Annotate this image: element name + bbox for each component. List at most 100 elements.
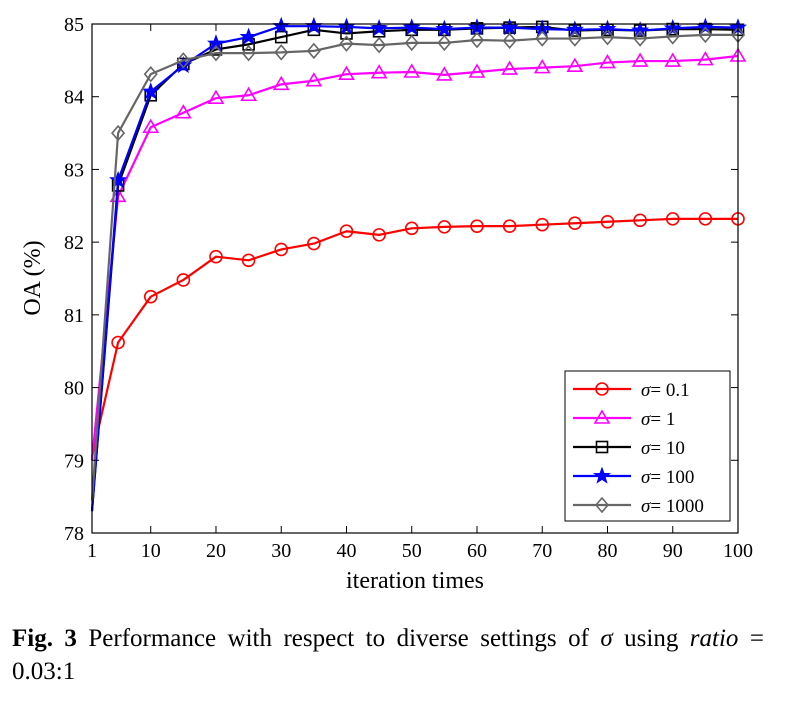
y-tick-label: 78 [64,523,84,545]
legend-value: = 0.1 [650,380,689,401]
data-point-2-6 [274,30,288,44]
x-tick-label: 70 [532,540,552,562]
x-tick-label: 50 [402,540,422,562]
data-point-0-9 [372,228,386,242]
data-point-4-12 [469,31,485,49]
y-tick-label: 85 [64,14,84,36]
data-point-1-3 [174,104,192,119]
series-line-4 [90,33,738,501]
y-tick-label: 79 [64,450,84,472]
legend-item-4: σ= 1000 [573,496,704,517]
series-1 [90,47,747,461]
legend-swatch-marker [595,382,609,396]
data-point-4-1 [111,124,126,142]
x-tick-label: 60 [467,540,487,562]
data-point-4-9 [372,36,387,54]
legend-sigma: σ [641,467,651,488]
series-line-0 [90,217,738,457]
legend-sigma: σ [641,380,651,401]
y-tick-label: 84 [64,87,84,109]
legend-label: σ= 0.1 [641,380,690,401]
data-point-0-19 [698,212,713,226]
legend-value: = 1000 [650,496,703,517]
caption-sigma: σ [600,625,613,652]
line-chart: 1 10 20 30 40 50 60 70 80 90 100 78 79 80 81 82 83 84 85 i… [20,14,753,594]
caption-label: Fig. 3 [12,625,77,652]
data-point-1-17 [631,52,649,67]
legend-swatch-marker [594,496,610,514]
data-point-0-16 [600,214,615,229]
figure-caption: Fig. 3 Performance with respect to diver… [12,622,764,688]
data-point-4-2 [143,65,158,83]
data-point-0-18 [665,212,680,226]
data-point-0-4 [209,249,223,264]
x-tick-label: 1 [87,540,97,562]
data-point-1-13 [501,60,519,75]
data-point-1-7 [305,72,323,87]
data-point-1-11 [435,66,453,81]
y-tick-label: 80 [64,378,84,400]
data-point-1-15 [566,57,584,72]
legend-label: σ= 10 [641,438,685,459]
data-point-1-2 [142,118,160,134]
legend-label: σ= 1000 [641,496,704,517]
x-tick-label: 30 [271,540,291,562]
data-point-3-9 [370,18,389,37]
data-point-0-12 [470,219,484,233]
legend-label: σ= 100 [641,467,694,488]
data-point-4-19 [698,26,713,44]
data-point-4-8 [339,35,354,52]
x-tick-label: 90 [663,540,683,562]
data-point-0-7 [307,236,321,251]
data-point-0-2 [143,289,158,304]
legend-item-2: σ= 10 [573,438,685,459]
data-point-0-13 [502,219,517,233]
y-tick-label: 83 [64,159,84,181]
y-tick-label: 81 [64,305,84,327]
data-point-3-17 [631,21,650,39]
legend-sigma: σ [641,409,651,430]
data-point-0-5 [241,253,256,268]
data-point-4-10 [404,34,419,52]
data-point-4-18 [665,28,680,45]
series-4 [90,26,746,501]
data-point-0-1 [111,335,125,350]
caption-text-before: Performance with respect to diverse sett… [76,625,601,652]
data-point-0-6 [274,242,289,257]
x-tick-label: 100 [723,540,753,562]
legend-item-1: σ= 1 [573,409,675,430]
data-point-4-16 [600,28,615,46]
x-tick-label: 20 [206,540,226,562]
data-point-1-6 [272,75,290,91]
data-point-1-16 [599,53,616,69]
data-point-4-6 [274,44,289,61]
data-point-1-12 [468,63,486,78]
data-point-0-11 [437,220,452,234]
data-point-4-15 [567,30,582,47]
data-point-3-15 [565,20,584,38]
legend-value: = 1 [650,409,675,430]
data-point-1-5 [240,86,257,102]
data-point-3-5 [239,27,258,45]
data-point-4-3 [176,52,191,69]
data-point-4-7 [306,42,321,60]
caption-ratio-word: ratio [689,625,739,652]
legend-swatch-marker [593,409,611,424]
legend-label: σ= 1 [641,409,675,430]
data-point-0-10 [404,221,419,236]
data-point-0-17 [633,213,647,228]
legend-sigma: σ [641,496,651,517]
data-point-4-11 [437,34,452,52]
data-point-0-14 [535,217,550,232]
data-point-4-17 [633,30,648,47]
data-point-1-19 [696,51,714,66]
x-tick-label: 10 [141,540,161,562]
data-point-3-13 [500,18,519,36]
plot-frame [91,23,739,534]
axes-layer: 1 10 20 30 40 50 60 70 80 90 100 78 79 80 81 82 83 84 85 [64,14,753,562]
data-point-4-13 [502,32,517,49]
data-point-4-4 [208,44,224,62]
data-point-1-4 [207,89,225,104]
legend-item-3: σ= 100 [573,466,694,488]
